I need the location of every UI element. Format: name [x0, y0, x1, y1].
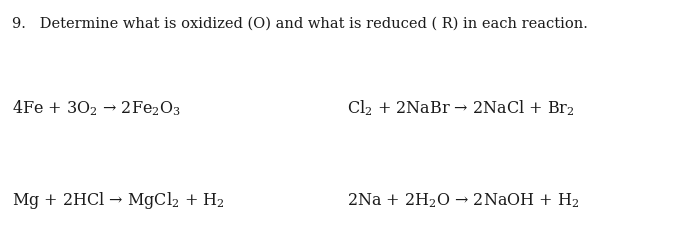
Text: 9.   Determine what is oxidized (O) and what is reduced ( R) in each reaction.: 9. Determine what is oxidized (O) and wh… [12, 17, 588, 31]
Text: Mg + 2HCl → MgCl$_2$ + H$_2$: Mg + 2HCl → MgCl$_2$ + H$_2$ [12, 190, 225, 211]
Text: 4Fe + 3O$_2$ → 2Fe$_2$O$_3$: 4Fe + 3O$_2$ → 2Fe$_2$O$_3$ [12, 98, 181, 118]
Text: 2Na + 2H$_2$O → 2NaOH + H$_2$: 2Na + 2H$_2$O → 2NaOH + H$_2$ [347, 192, 579, 210]
Text: Cl$_2$ + 2NaBr → 2NaCl + Br$_2$: Cl$_2$ + 2NaBr → 2NaCl + Br$_2$ [347, 98, 574, 118]
